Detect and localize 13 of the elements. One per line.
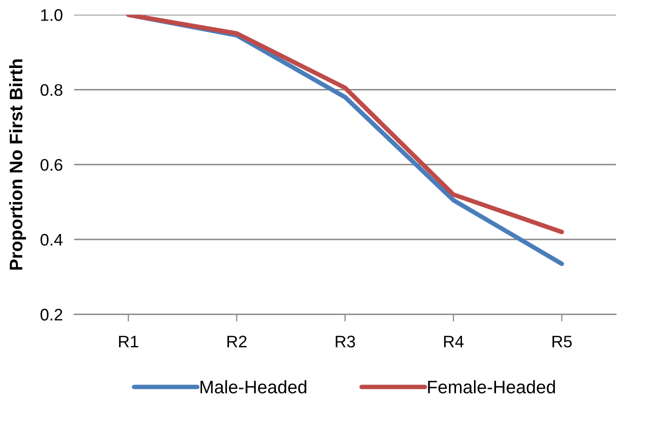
x-tick-label: R5: [552, 336, 572, 348]
x-tick-label: R4: [444, 336, 464, 348]
y-tick-label: 0.8: [40, 84, 62, 96]
y-tick-label: 1.0: [41, 9, 62, 21]
y-tick-label: 0.6: [40, 158, 62, 171]
x-tick-label: R3: [336, 336, 355, 348]
legend-label: Male-Headed: [200, 380, 306, 394]
y-axis-title: Proportion No First Birth: [9, 59, 26, 270]
x-tick-label: R2: [227, 336, 247, 348]
legend-label: Female-Headed: [428, 380, 555, 394]
x-tick-label: R1: [119, 336, 138, 348]
y-tick-label: 0.2: [40, 308, 62, 321]
y-tick-label: 0.4: [40, 234, 63, 246]
